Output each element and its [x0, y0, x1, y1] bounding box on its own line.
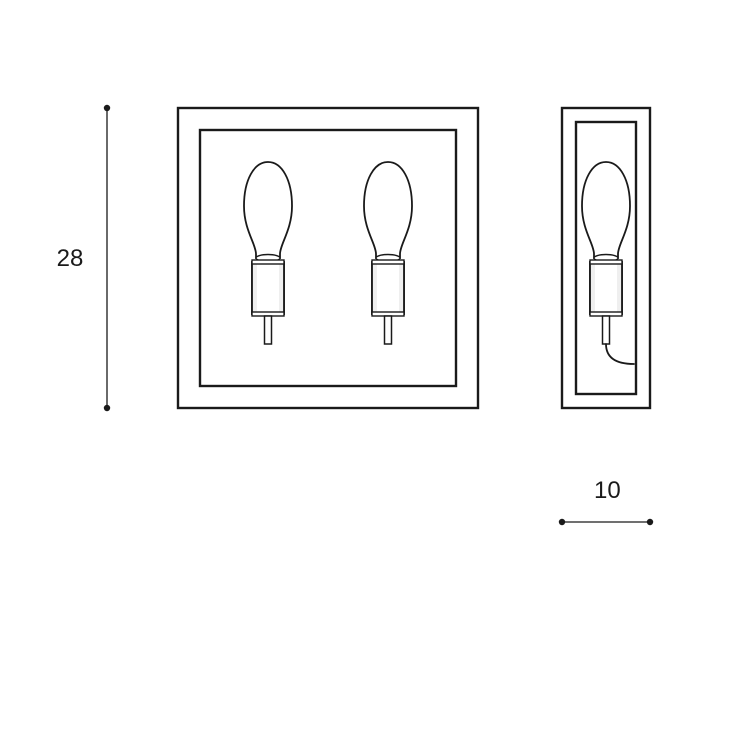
front-frame-outer	[178, 108, 478, 408]
width-dimension: 10	[559, 477, 653, 525]
side-view	[562, 108, 650, 408]
height-dimension-label: 28	[57, 245, 84, 272]
dim-endpoint-icon	[104, 405, 110, 411]
height-dimension: 28	[57, 105, 111, 411]
front-view	[178, 108, 478, 408]
dim-endpoint-icon	[647, 519, 653, 525]
width-dimension-label: 10	[594, 477, 621, 504]
dim-endpoint-icon	[104, 105, 110, 111]
dim-endpoint-icon	[559, 519, 565, 525]
